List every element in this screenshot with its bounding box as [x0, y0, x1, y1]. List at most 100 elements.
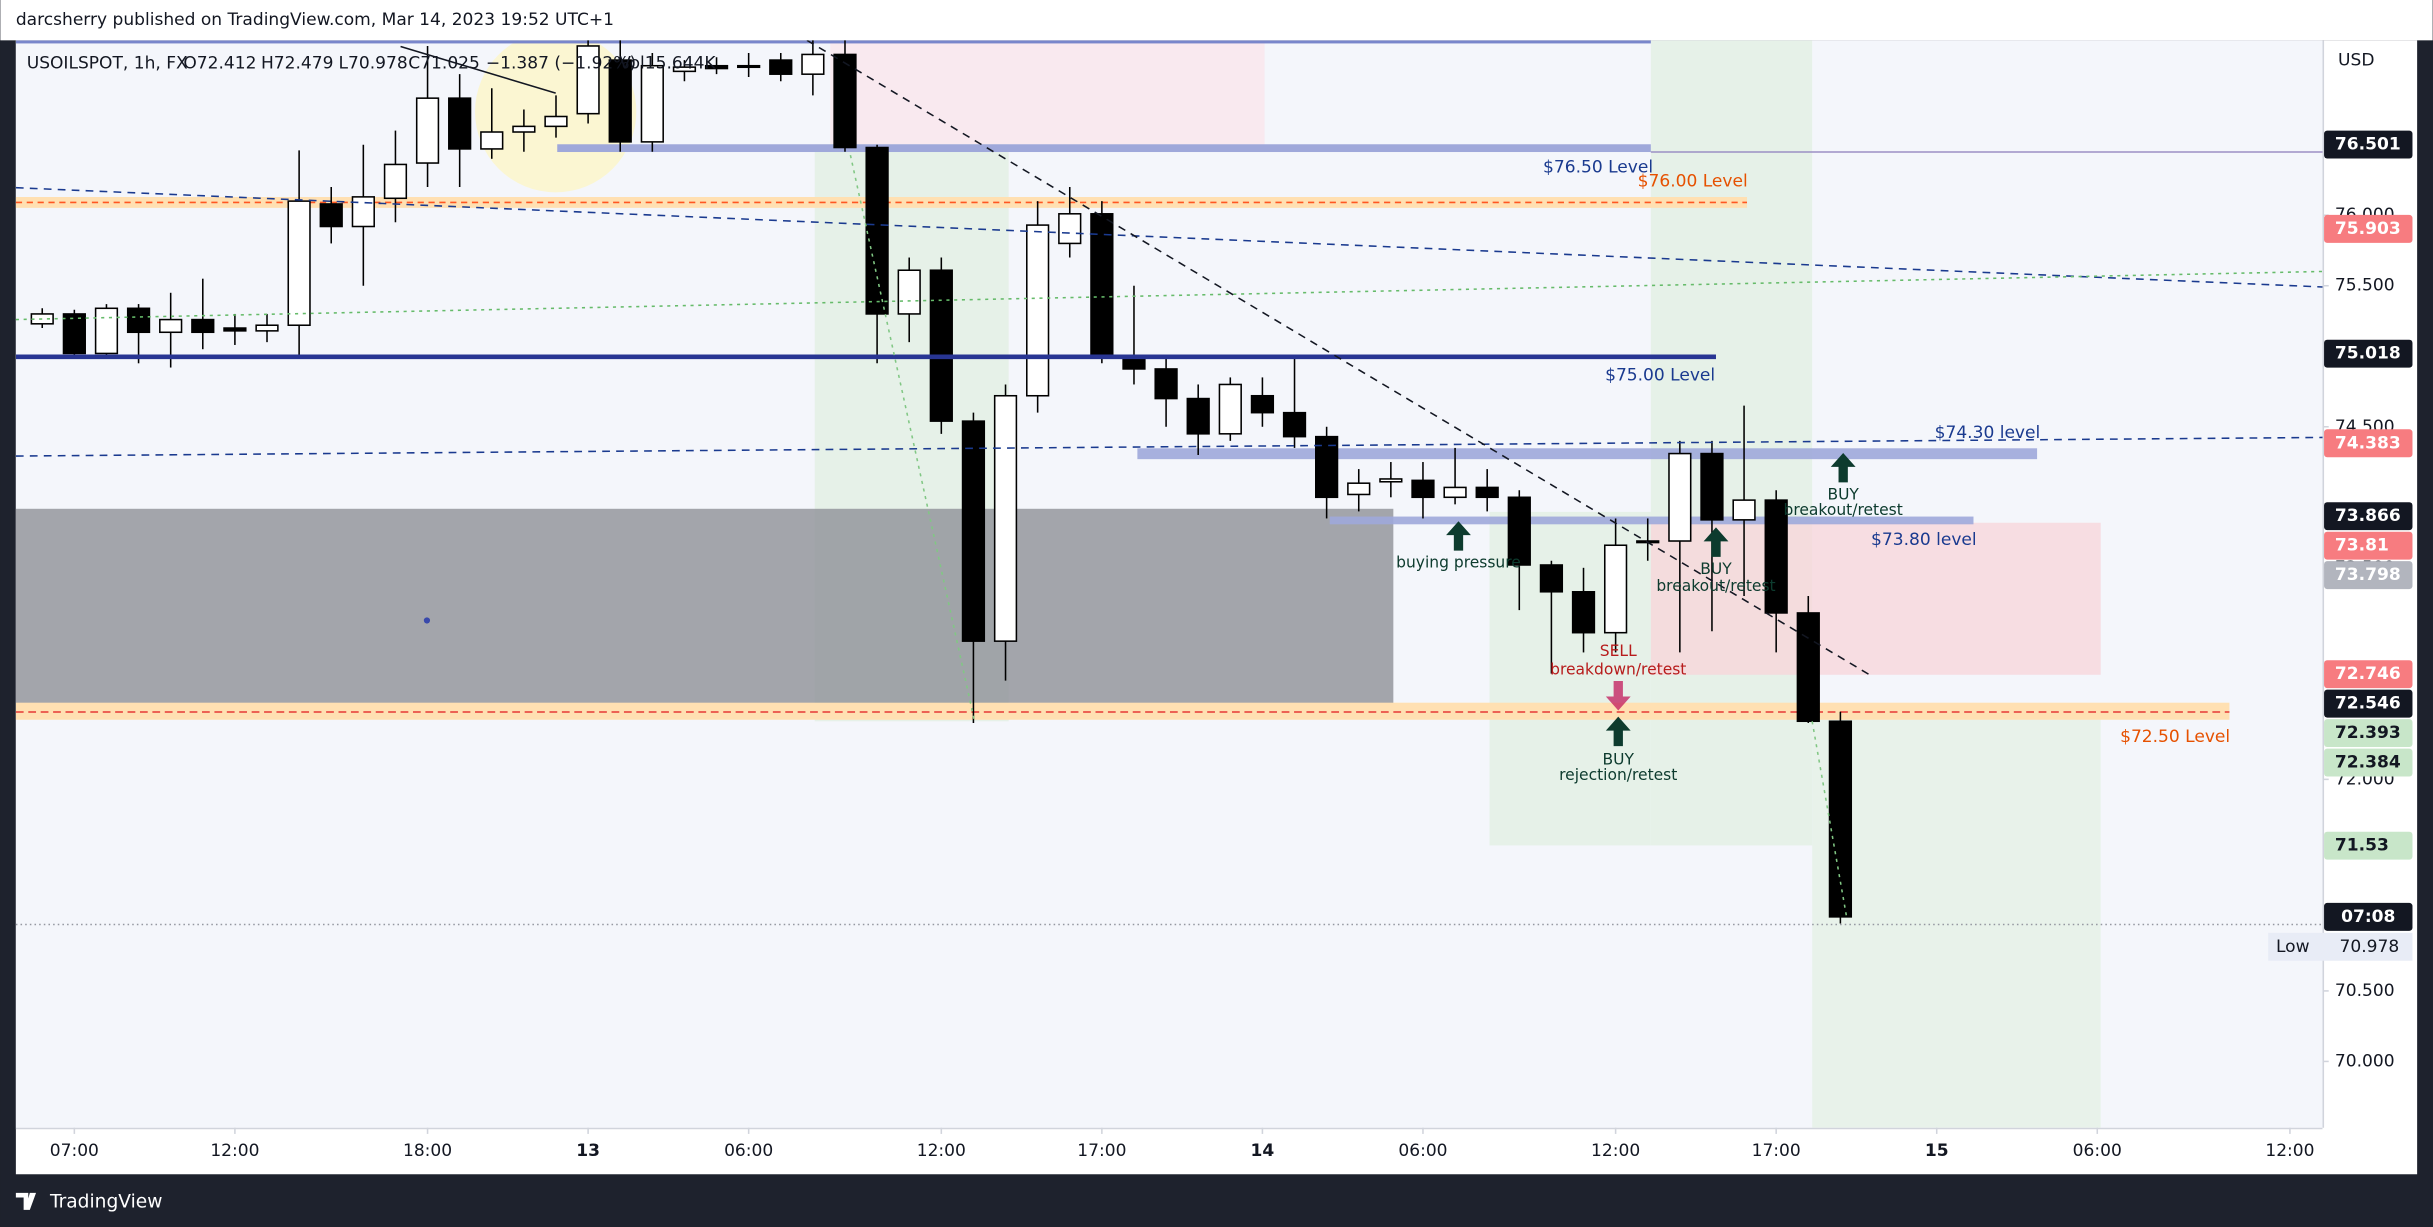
candle-body: [1347, 482, 1371, 496]
note: BUY: [1827, 485, 1859, 503]
price-badge-label: 73.866: [2335, 506, 2401, 526]
price-badge: [2324, 831, 2413, 860]
candle-body: [1603, 544, 1628, 634]
price-badge: [2324, 531, 2413, 560]
trend-line: [15, 436, 2323, 457]
x-tick-label: 18:00: [403, 1141, 452, 1161]
candles: [30, 40, 1853, 924]
legend-item: L70.978: [339, 54, 408, 74]
candle-body: [608, 59, 632, 143]
price-badge-label: 72.384: [2335, 753, 2401, 773]
candle-body: [865, 146, 889, 315]
trend-line: [806, 40, 1870, 676]
x-tick-label: 17:00: [1077, 1141, 1126, 1161]
candle-body: [1539, 564, 1564, 593]
candle-body: [319, 203, 343, 228]
legend-item: C71.025: [408, 54, 480, 74]
low-value: 70.978: [2340, 937, 2400, 957]
candle-body: [191, 318, 215, 334]
candle-body: [480, 131, 504, 150]
up-arrow: [1830, 452, 1856, 483]
candle-body: [833, 53, 857, 149]
note: BUY: [1700, 560, 1732, 578]
level-label: $76.50 Level: [1543, 158, 1653, 178]
y-tick-label: 75.500: [2335, 276, 2395, 296]
level-band: [1137, 448, 2038, 460]
candle-body: [1154, 368, 1178, 400]
note: buying pressure: [1396, 554, 1521, 572]
x-tick-label: 07:00: [50, 1141, 99, 1161]
footer: TradingView: [15, 1192, 162, 1213]
level-band: [557, 144, 1651, 153]
x-tick-label: 06:00: [2073, 1141, 2122, 1161]
countdown: 07:08: [2341, 907, 2395, 927]
price-badge-label: 75.903: [2335, 219, 2401, 239]
note: SELL: [1600, 642, 1637, 660]
candle-body: [929, 269, 953, 422]
level-label: $75.00 Level: [1605, 365, 1715, 385]
candle-body: [1411, 479, 1435, 499]
candle-body: [1122, 356, 1146, 370]
annotation-texts: $76.50 Level $76.00 Level $75.00 Level $…: [1396, 158, 2230, 785]
candle-body: [383, 163, 408, 200]
currency: USD: [2338, 50, 2374, 70]
symbol: USOILSPOT, 1h, FX: [27, 54, 188, 74]
price-badge: [2324, 660, 2413, 689]
level-line: [15, 40, 1651, 44]
up-arrow: [1703, 527, 1729, 557]
candle-body: [897, 269, 921, 315]
candle-body: [961, 420, 986, 642]
candle-body: [1475, 486, 1499, 499]
logo: [15, 1192, 37, 1210]
gray-zone: [15, 508, 1394, 713]
price-badge-label: 74.383: [2335, 433, 2401, 453]
candle-body: [1828, 720, 1853, 918]
price-badge-label: 71.53: [2335, 836, 2389, 856]
candle-body: [1507, 496, 1531, 566]
price-badge-label: 75.018: [2335, 344, 2401, 364]
candle-body: [737, 64, 761, 69]
y-tick-label: 70.000: [2335, 1051, 2395, 1071]
x-tick-label: 13: [576, 1141, 600, 1161]
level-label: $76.00 Level: [1638, 171, 1748, 191]
y-tick-label: 70.500: [2335, 981, 2395, 1001]
dot: [423, 617, 431, 624]
publish-note: darcsherry published on TradingView.com,…: [16, 10, 614, 30]
candle-body: [1764, 499, 1788, 614]
candle-body: [993, 394, 1018, 642]
candle-body: [287, 200, 311, 327]
price-badge: [2324, 561, 2413, 590]
zones: [15, 40, 2323, 1128]
price-badge: [2324, 339, 2413, 368]
candle-body: [769, 59, 793, 75]
price-badge-label: 76.501: [2335, 135, 2401, 155]
note: BUY: [1603, 751, 1635, 769]
up-arrow: [1446, 521, 1471, 551]
candle-body: [159, 318, 183, 334]
low-badge: [2268, 932, 2413, 961]
up-arrow: [1605, 716, 1631, 747]
candle-body: [62, 313, 86, 355]
price-badge: [2324, 130, 2413, 159]
zone: [1650, 522, 2101, 675]
candle-body: [672, 66, 697, 73]
x-tick-label: 15: [1925, 1141, 1949, 1161]
price-badge: [2324, 689, 2413, 718]
candle-body: [223, 327, 247, 332]
trend-line: [1811, 721, 1848, 916]
candle-body: [1186, 397, 1210, 435]
price-badge: [2324, 429, 2413, 458]
candle-body: [1315, 435, 1339, 499]
legend-item: Vol15.644K: [619, 54, 716, 74]
candle-body: [415, 97, 440, 164]
candle-body: [1026, 224, 1050, 397]
x-tick-label: 06:00: [1398, 1141, 1447, 1161]
candle-body: [704, 64, 729, 70]
candle-body: [351, 196, 375, 228]
x-tick-label: 12:00: [210, 1141, 259, 1161]
candle-body: [1282, 411, 1307, 438]
axes: 07:00 12:00 18:00 13 06:00 12:00 17:00 14 06:00 1…: [50, 130, 2413, 1161]
price-badge-label: 72.393: [2335, 723, 2401, 743]
x-tick-label: 06:00: [724, 1141, 773, 1161]
